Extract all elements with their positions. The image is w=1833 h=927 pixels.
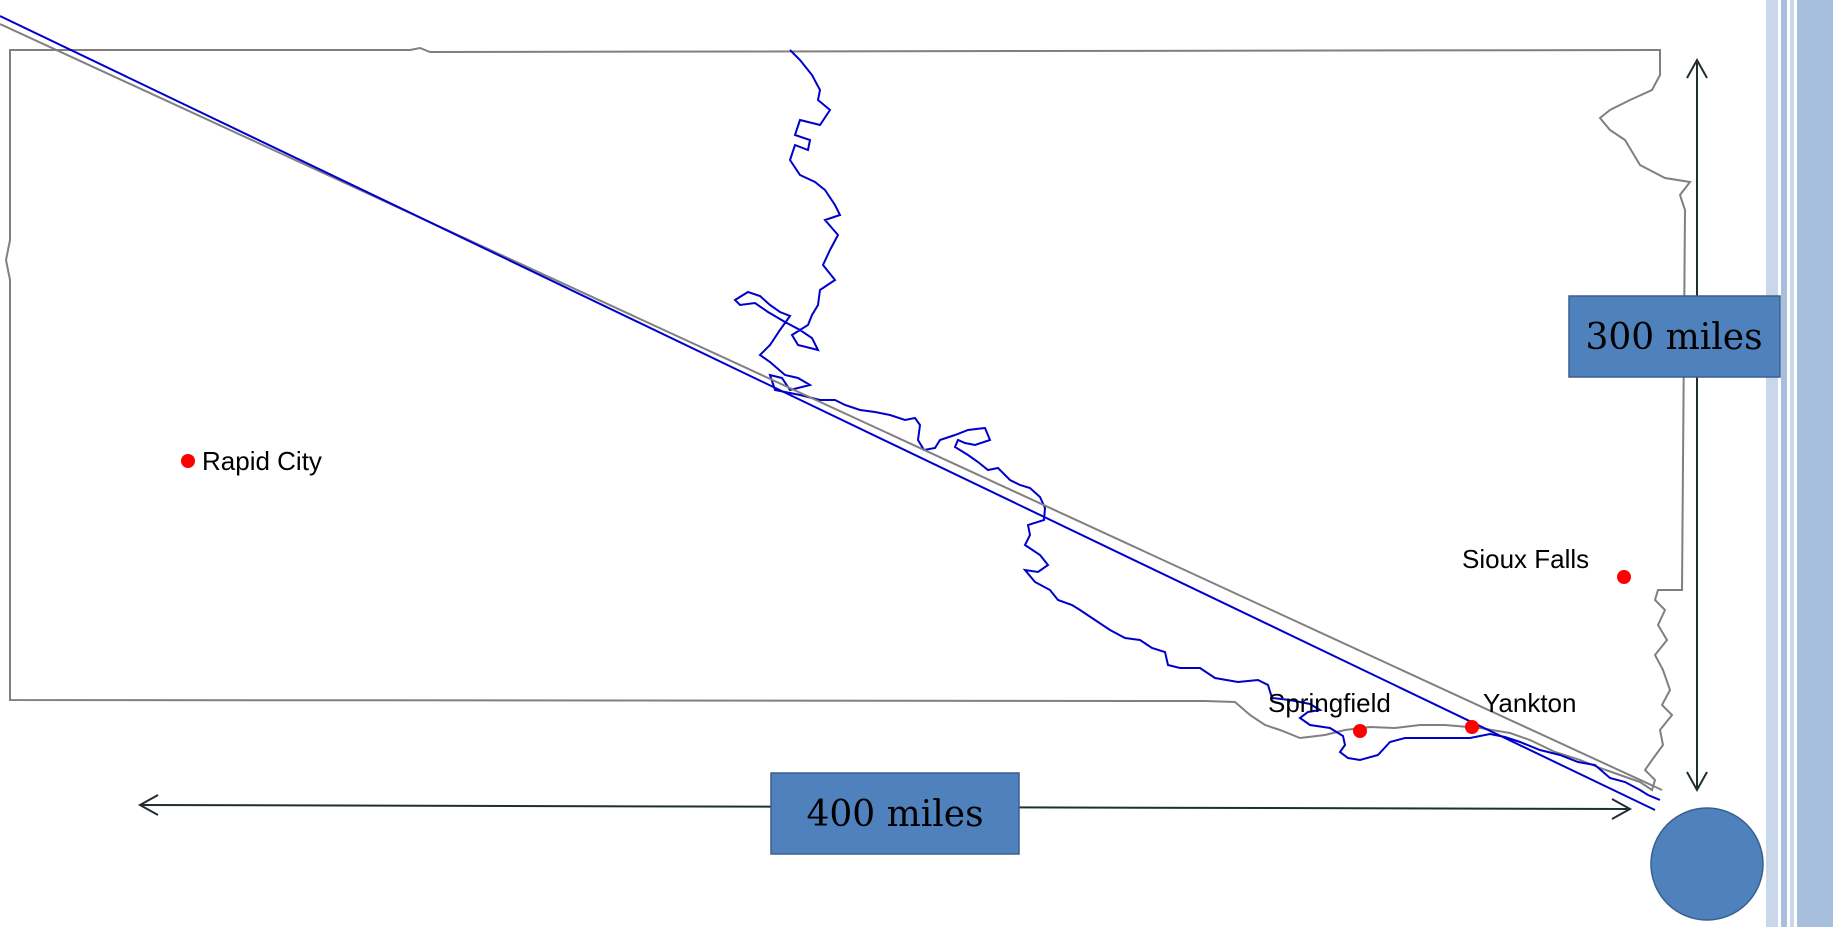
width-label-box: 400 miles <box>770 772 1020 855</box>
city-label: Sioux Falls <box>1462 544 1589 574</box>
diagonal-line-blue <box>0 15 1656 811</box>
height-dimension-arrow <box>1686 57 1708 793</box>
corner-circle <box>1650 807 1764 921</box>
height-label-box: 300 miles <box>1568 295 1781 378</box>
city-sioux-falls: Sioux Falls <box>1462 544 1631 584</box>
city-marker <box>181 454 195 468</box>
city-label: Springfield <box>1268 688 1391 718</box>
city-springfield: Springfield <box>1268 688 1391 738</box>
city-rapid-city: Rapid City <box>181 446 322 476</box>
city-yankton: Yankton <box>1465 688 1576 734</box>
city-label: Yankton <box>1483 688 1576 718</box>
width-label: 400 miles <box>806 794 983 835</box>
city-marker <box>1465 720 1479 734</box>
city-marker <box>1617 570 1631 584</box>
city-marker <box>1353 724 1367 738</box>
height-label: 300 miles <box>1585 317 1762 358</box>
side-decoration-bars <box>1766 0 1833 927</box>
city-label: Rapid City <box>202 446 322 476</box>
diagonal-line-grey <box>0 23 1663 791</box>
state-border <box>4 46 1692 792</box>
river <box>733 49 1661 801</box>
